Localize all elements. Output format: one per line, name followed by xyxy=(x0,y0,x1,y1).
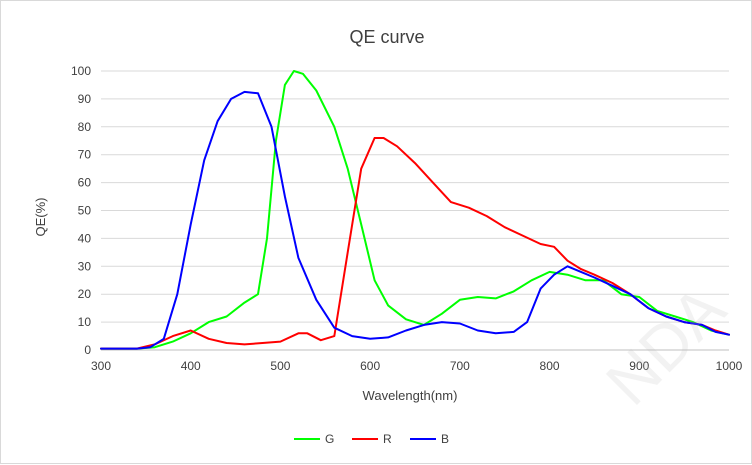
x-tick-label-1000: 1000 xyxy=(716,359,743,373)
gridlines xyxy=(101,70,729,323)
x-tick-label-700: 700 xyxy=(450,359,470,373)
x-tick-label-600: 600 xyxy=(360,359,380,373)
y-tick-label-60: 60 xyxy=(78,176,92,190)
x-axis-label: Wavelength(nm) xyxy=(363,388,458,403)
series-line-g xyxy=(100,70,730,350)
y-tick-label-100: 100 xyxy=(71,64,91,78)
y-tick-label-30: 30 xyxy=(78,259,92,273)
y-tick-label-90: 90 xyxy=(78,92,92,106)
legend-label-g: G xyxy=(325,432,334,446)
x-tick-label-800: 800 xyxy=(540,359,560,373)
x-tick-labels: 300 400 500 600 700 800 900 1000 xyxy=(91,359,743,373)
x-tick-label-400: 400 xyxy=(181,359,201,373)
y-tick-labels: 0 10 20 30 40 50 60 70 80 90 100 xyxy=(71,64,91,357)
y-tick-label-50: 50 xyxy=(78,204,92,218)
y-tick-label-10: 10 xyxy=(78,315,92,329)
series-lines xyxy=(100,70,730,350)
series-line-b xyxy=(100,90,730,350)
y-tick-label-40: 40 xyxy=(78,231,92,245)
x-tick-label-300: 300 xyxy=(91,359,111,373)
y-tick-label-70: 70 xyxy=(78,148,92,162)
series-line-r xyxy=(100,137,730,350)
x-tick-label-900: 900 xyxy=(629,359,649,373)
y-tick-label-20: 20 xyxy=(78,287,92,301)
y-tick-label-0: 0 xyxy=(84,343,91,357)
y-axis-label: QE(%) xyxy=(33,198,48,237)
chart-title: QE curve xyxy=(349,27,424,47)
y-tick-label-80: 80 xyxy=(78,120,92,134)
legend-label-b: B xyxy=(441,432,449,446)
x-tick-label-500: 500 xyxy=(270,359,290,373)
legend-label-r: R xyxy=(383,432,392,446)
